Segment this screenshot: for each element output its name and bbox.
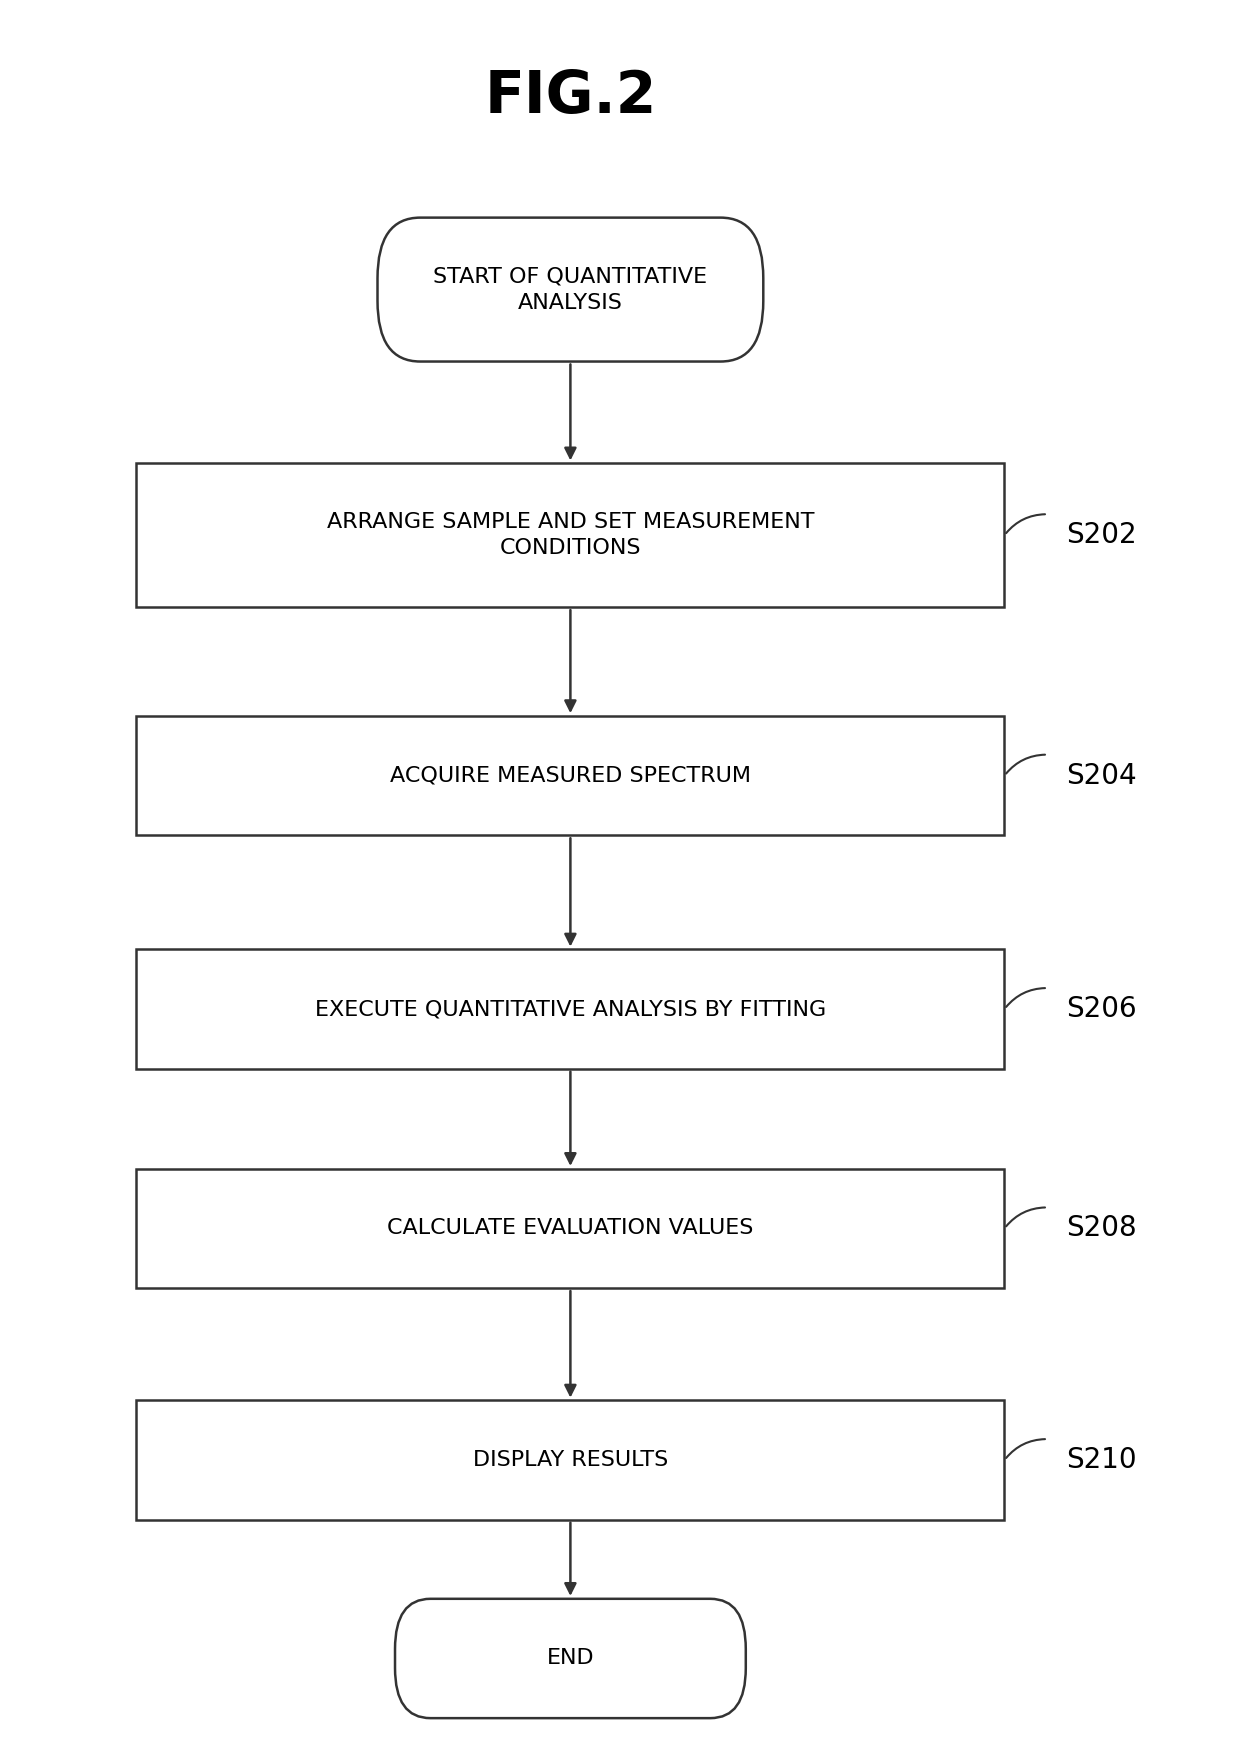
Text: DISPLAY RESULTS: DISPLAY RESULTS [472,1450,668,1471]
Text: START OF QUANTITATIVE
ANALYSIS: START OF QUANTITATIVE ANALYSIS [433,267,708,312]
Text: S202: S202 [1066,521,1137,549]
Bar [136,1400,1004,1520]
Text: END: END [547,1648,594,1669]
Text: S208: S208 [1066,1214,1137,1243]
Text: ARRANGE SAMPLE AND SET MEASUREMENT
CONDITIONS: ARRANGE SAMPLE AND SET MEASUREMENT CONDI… [326,512,815,558]
Text: FIG.2: FIG.2 [484,68,657,125]
Bar [136,463,1004,607]
FancyBboxPatch shape [396,1599,745,1718]
Text: S210: S210 [1066,1446,1137,1474]
Text: CALCULATE EVALUATION VALUES: CALCULATE EVALUATION VALUES [387,1218,754,1239]
FancyBboxPatch shape [377,218,764,362]
Text: S204: S204 [1066,762,1137,790]
Text: ACQUIRE MEASURED SPECTRUM: ACQUIRE MEASURED SPECTRUM [389,765,751,786]
Text: S206: S206 [1066,995,1137,1023]
Bar [136,716,1004,835]
Text: EXECUTE QUANTITATIVE ANALYSIS BY FITTING: EXECUTE QUANTITATIVE ANALYSIS BY FITTING [315,999,826,1020]
Bar [136,949,1004,1069]
Bar [136,1169,1004,1288]
